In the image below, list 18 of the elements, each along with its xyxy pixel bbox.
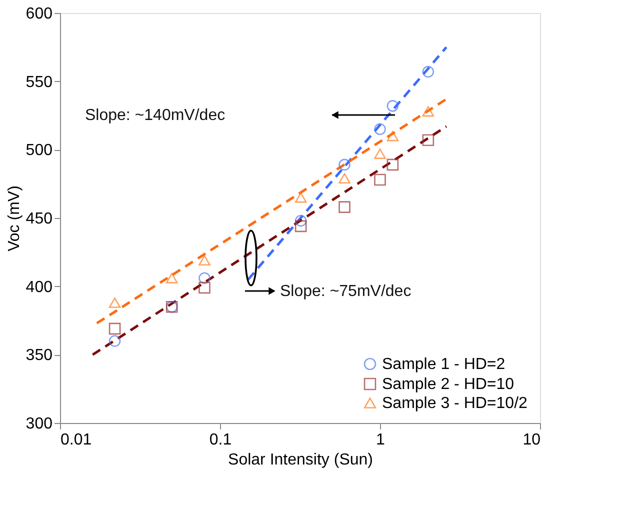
annotation: Slope: ~140mV/dec: [85, 107, 226, 124]
x-tick-label: 0.01: [60, 432, 92, 448]
legend-label: Sample 1 - HD=2: [382, 356, 506, 373]
y-tick-label: 400: [26, 278, 53, 296]
legend-label: Sample 2 - HD=10: [382, 376, 514, 393]
annotation: Slope: ~75mV/dec: [280, 283, 412, 300]
y-tick-label: 450: [26, 210, 53, 228]
y-tick-label: 600: [26, 6, 53, 22]
legend-label: Sample 3 - HD=10/2: [382, 395, 528, 412]
y-tick-label: 500: [26, 142, 53, 160]
y-tick-label: 550: [26, 74, 53, 91]
y-tick-label: 350: [26, 347, 53, 364]
y-tick-label: 300: [26, 416, 53, 432]
x-axis-title: Solar Intensity (Sun): [228, 452, 373, 468]
x-tick-label: 10: [522, 432, 541, 448]
x-tick-label: 1: [376, 432, 386, 448]
x-tick-label: 0.1: [209, 432, 232, 448]
y-axis-title: Voc (mV): [6, 186, 23, 252]
